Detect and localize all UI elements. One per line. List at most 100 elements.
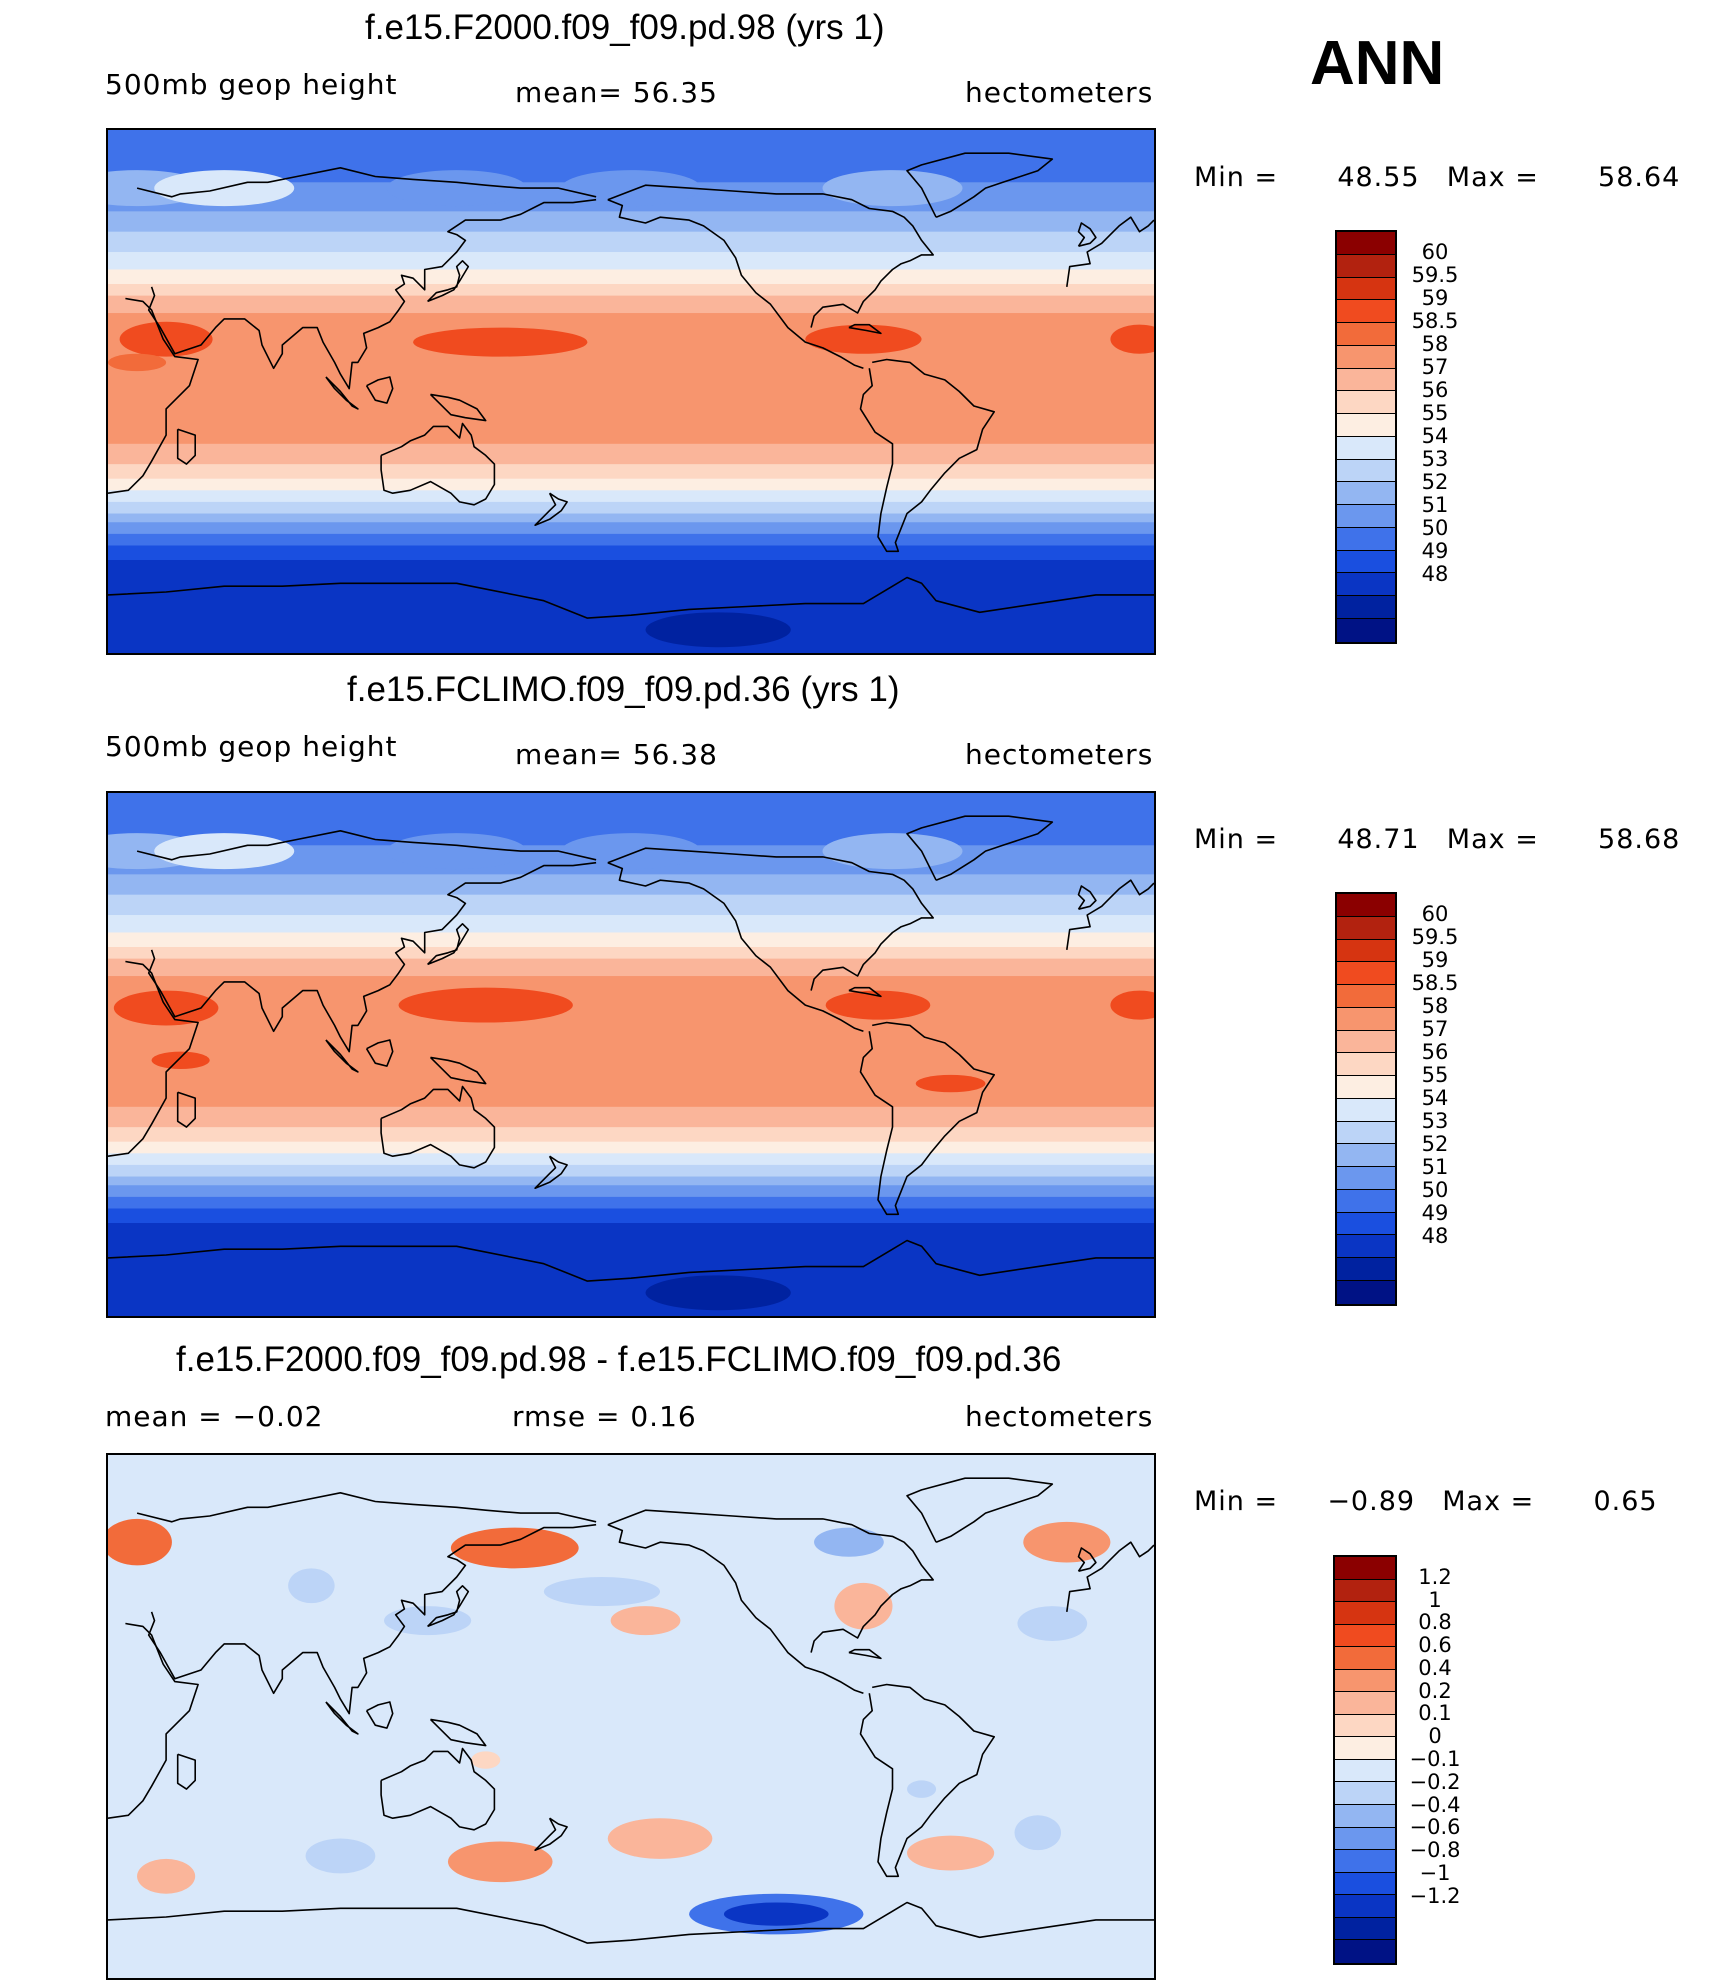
colorbar-tick-label: 50 (1421, 1178, 1449, 1202)
colorbar-swatch (1335, 1624, 1395, 1648)
colorbar-swatch (1335, 1579, 1395, 1603)
panel-3-units-label: hectometers (965, 1400, 1154, 1433)
colorbar-swatch (1337, 1212, 1395, 1236)
colorbar-swatch (1335, 1805, 1395, 1828)
coastline (380, 1085, 496, 1169)
contour-blob (1110, 324, 1154, 354)
colorbar-swatch (1337, 1007, 1395, 1031)
colorbar-swatch (1337, 459, 1395, 483)
colorbar-swatch (1335, 1895, 1395, 1918)
contour-blob (447, 1841, 553, 1883)
colorbar-swatch (1335, 1647, 1395, 1670)
colorbar-tick-label: −1.2 (1409, 1883, 1461, 1908)
panel-2-max-label: Max = (1446, 824, 1539, 855)
colorbar-swatch (1335, 1940, 1395, 1963)
colorbar-tick-label: 60 (1421, 240, 1449, 264)
colorbar-tick-label: 53 (1421, 447, 1449, 471)
contour-band (108, 1153, 1154, 1166)
colorbar-swatch (1335, 1850, 1395, 1873)
contour-blob (305, 1838, 376, 1874)
contour-blob (825, 990, 931, 1020)
contour-band (108, 545, 1154, 562)
colorbar-swatch (1335, 1782, 1395, 1806)
contour-band (108, 1176, 1154, 1187)
contour-band (108, 522, 1154, 535)
contour-band (108, 958, 1154, 978)
contour-band (108, 295, 1154, 315)
colorbar-swatch (1337, 939, 1395, 963)
coastline (108, 960, 199, 1157)
colorbar-tick-label: 55 (1421, 1063, 1449, 1087)
coastline (607, 198, 864, 370)
contour-blob (398, 987, 573, 1023)
coastline (147, 1523, 597, 1715)
coastline (380, 1747, 496, 1831)
coastline (859, 1683, 995, 1878)
coastline (848, 986, 882, 998)
colorbar-swatch (1337, 1281, 1395, 1304)
panel-2-mean-label: mean= 56.38 (515, 738, 718, 771)
colorbar-tick-label: 54 (1421, 424, 1449, 448)
colorbar-swatch (1337, 1258, 1395, 1282)
colorbar-swatch (1337, 619, 1395, 642)
coastline (607, 847, 934, 991)
colorbar-swatch (1337, 1098, 1395, 1122)
colorbar-swatch (1337, 916, 1395, 940)
colorbar-swatch (1335, 1759, 1395, 1783)
coastline (1066, 1541, 1154, 1613)
panel-3-colorbar-labels: 1.2 1 0.8 0.6 0.4 0.2 0.1 0 −0.1 −0.2 −0.4 −0.6 −0.8… (1405, 1555, 1525, 1965)
coastline (108, 1622, 199, 1819)
contour-blob (822, 833, 963, 870)
colorbar-tick-label: 59.5 (1411, 263, 1459, 287)
colorbar-swatch (1337, 1121, 1395, 1145)
colorbar-swatch (1337, 527, 1395, 551)
colorbar-tick-label: 58 (1421, 994, 1449, 1018)
panel-3-max-label: Max = (1442, 1486, 1535, 1517)
coastline (136, 167, 597, 198)
panel-2-contour-field (108, 793, 1154, 1316)
colorbar-tick-label: 48 (1421, 562, 1449, 586)
colorbar-tick-label: −0.2 (1409, 1769, 1461, 1794)
coastline (108, 1901, 1154, 1944)
coastline (1077, 885, 1097, 910)
colorbar-tick-label: 50 (1421, 516, 1449, 540)
colorbar-swatch (1337, 1235, 1395, 1259)
colorbar-tick-label: 52 (1421, 1132, 1449, 1156)
coastline (607, 1509, 934, 1653)
panel-3-map (106, 1453, 1156, 1980)
colorbar-tick-label: 1 (1428, 1587, 1442, 1612)
coastline (108, 297, 199, 494)
contour-blob (151, 1051, 210, 1070)
contour-blob (1023, 1521, 1111, 1563)
colorbar-swatch (1337, 300, 1395, 324)
contour-blob (384, 1606, 472, 1636)
contour-blob (386, 170, 527, 207)
coastline (365, 1701, 394, 1729)
season-label: ANN (1310, 29, 1445, 98)
colorbar-swatch (1335, 1917, 1395, 1941)
contour-blob (814, 1527, 884, 1557)
colorbar-swatch (1335, 1692, 1395, 1715)
colorbar-tick-label: −0.6 (1409, 1815, 1461, 1840)
panel-3-minmax: Min = −0.89 Max = 0.65 (1194, 1486, 1658, 1517)
contour-band (108, 478, 1154, 492)
panel-1-variable-label: 500mb geop height (105, 68, 398, 101)
contour-band (108, 490, 1154, 503)
coastline (534, 1155, 568, 1189)
colorbar-swatch (1335, 1737, 1395, 1760)
colorbar-swatch (1337, 1144, 1395, 1168)
contour-blob (113, 990, 219, 1026)
coastline (429, 1056, 487, 1085)
colorbar-swatch (1337, 482, 1395, 506)
colorbar-swatch (1335, 1827, 1395, 1851)
colorbar-swatch (1337, 391, 1395, 415)
colorbar-tick-label: 54 (1421, 1086, 1449, 1110)
contour-band (108, 501, 1154, 515)
colorbar-tick-label: 0 (1428, 1724, 1442, 1749)
coastline (1066, 216, 1154, 288)
coastline (136, 1492, 597, 1523)
panel-1-contour-field (108, 130, 1154, 653)
colorbar-tick-label: 58.5 (1411, 309, 1459, 333)
coastline (365, 376, 394, 404)
colorbar-swatch (1337, 368, 1395, 392)
